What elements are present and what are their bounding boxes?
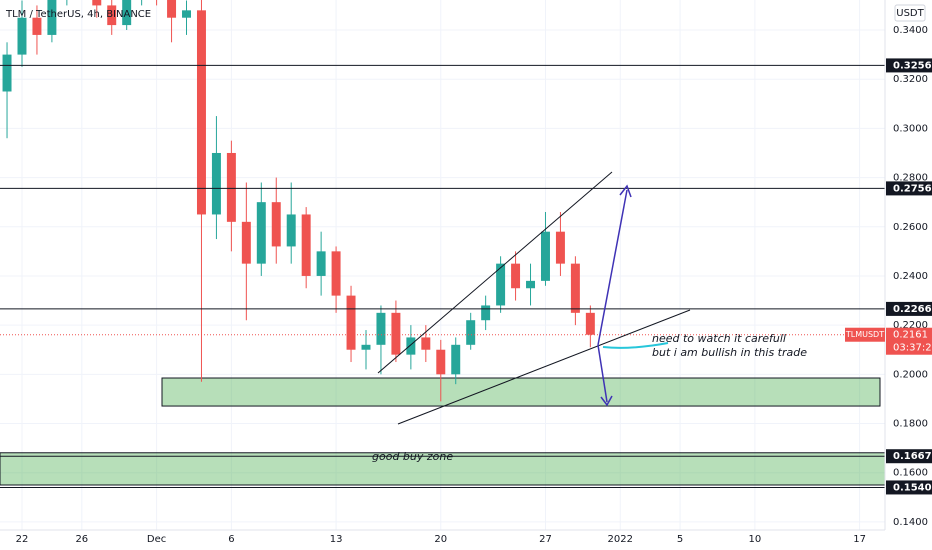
y-tick-label: 0.2200 [893,320,928,331]
candle-body [466,320,476,345]
arrow-head [600,395,613,407]
x-tick-label: Dec [147,534,166,545]
candle-body [226,152,236,222]
level-badge [886,58,932,73]
x-tick-label: 5 [677,534,683,545]
level-badge [886,181,932,196]
x-tick-label: 22 [16,534,29,545]
candle-body [196,10,206,215]
level-label: 0.1540 [893,482,932,493]
level-badge [886,449,932,464]
candle-body [122,0,132,26]
candle-body [406,337,416,355]
highlight-curve [602,342,669,349]
candle-body [496,263,506,306]
x-tick-label: 2022 [608,534,633,545]
currency-box[interactable] [894,4,926,22]
zone [161,377,881,407]
candle-body [555,231,565,264]
countdown: 03:37:25 [893,343,932,354]
x-tick-label: 6 [228,534,234,545]
candle-body [2,54,12,92]
candle-body [286,214,296,247]
arrow-down [597,344,608,403]
candle-body [211,152,221,215]
x-tick-label: 10 [749,534,762,545]
candle-body [167,0,177,18]
candle-body [511,263,521,289]
y-tick-label: 0.2800 [893,173,928,184]
y-tick-label: 0.3400 [893,25,928,36]
level-label: 0.3256 [893,60,932,71]
y-tick-label: 0.2400 [893,271,928,282]
candle-body [182,10,191,18]
candle-body [32,17,42,35]
drawings [377,171,691,425]
candle-body [570,263,580,313]
x-tick-label: 27 [539,534,552,545]
zone [0,452,885,486]
candle-body [526,280,536,289]
candle-body [361,344,371,350]
candle-body [47,0,57,35]
candle-body [271,202,281,247]
y-tick-label: 0.2000 [893,369,928,380]
level-badge [886,480,932,495]
level-label: 0.2266 [893,304,932,315]
x-tick-label: 26 [75,534,88,545]
candle-body [92,0,102,6]
y-tick-label: 0.3200 [893,74,928,85]
level-badge [886,301,932,316]
symbol-badge [845,327,885,342]
plot-area [0,0,885,530]
candle-body [391,312,401,355]
arrow-head [619,184,632,198]
level-label: 0.2756 [893,183,932,194]
annotation: need to watch it carefull [652,332,786,345]
candle-body [481,305,491,321]
x-tick-label: 20 [434,534,447,545]
symbol-label: TLMUSDT [845,330,884,339]
trend-line [397,309,691,425]
arrow-up [597,189,628,346]
x-tick-label: 17 [853,534,866,545]
candle-body [331,251,341,296]
candle-body [585,312,595,335]
candle-body [107,5,117,26]
zone-label: good buy zone [372,450,453,463]
y-tick-label: 0.2600 [893,222,928,233]
candle-body [256,202,266,264]
y-tick-label: 0.1800 [893,419,928,430]
trend-line [377,171,613,374]
candle-body [436,349,446,375]
candle-body [376,312,386,345]
currency: USDT [896,8,924,19]
candle-body [241,221,251,264]
annotation: but i am bullish in this trade [652,346,807,359]
price-label: 0.2161 [893,330,928,341]
candle-body [346,295,356,350]
x-tick-label: 13 [330,534,343,545]
candle-body [451,344,461,375]
candle-body [540,231,550,281]
candle-body [17,17,27,55]
candle-body [301,214,311,276]
level-label: 0.1667 [893,451,932,462]
candle-body [421,337,431,350]
y-tick-label: 0.1600 [893,468,928,479]
chart-title: TLM / TetherUS, 4h, BINANCE [5,9,151,20]
y-tick-label: 0.1400 [893,517,928,528]
y-tick-label: 0.3000 [893,123,928,134]
candle-body [316,251,326,276]
price-badge [886,327,932,355]
